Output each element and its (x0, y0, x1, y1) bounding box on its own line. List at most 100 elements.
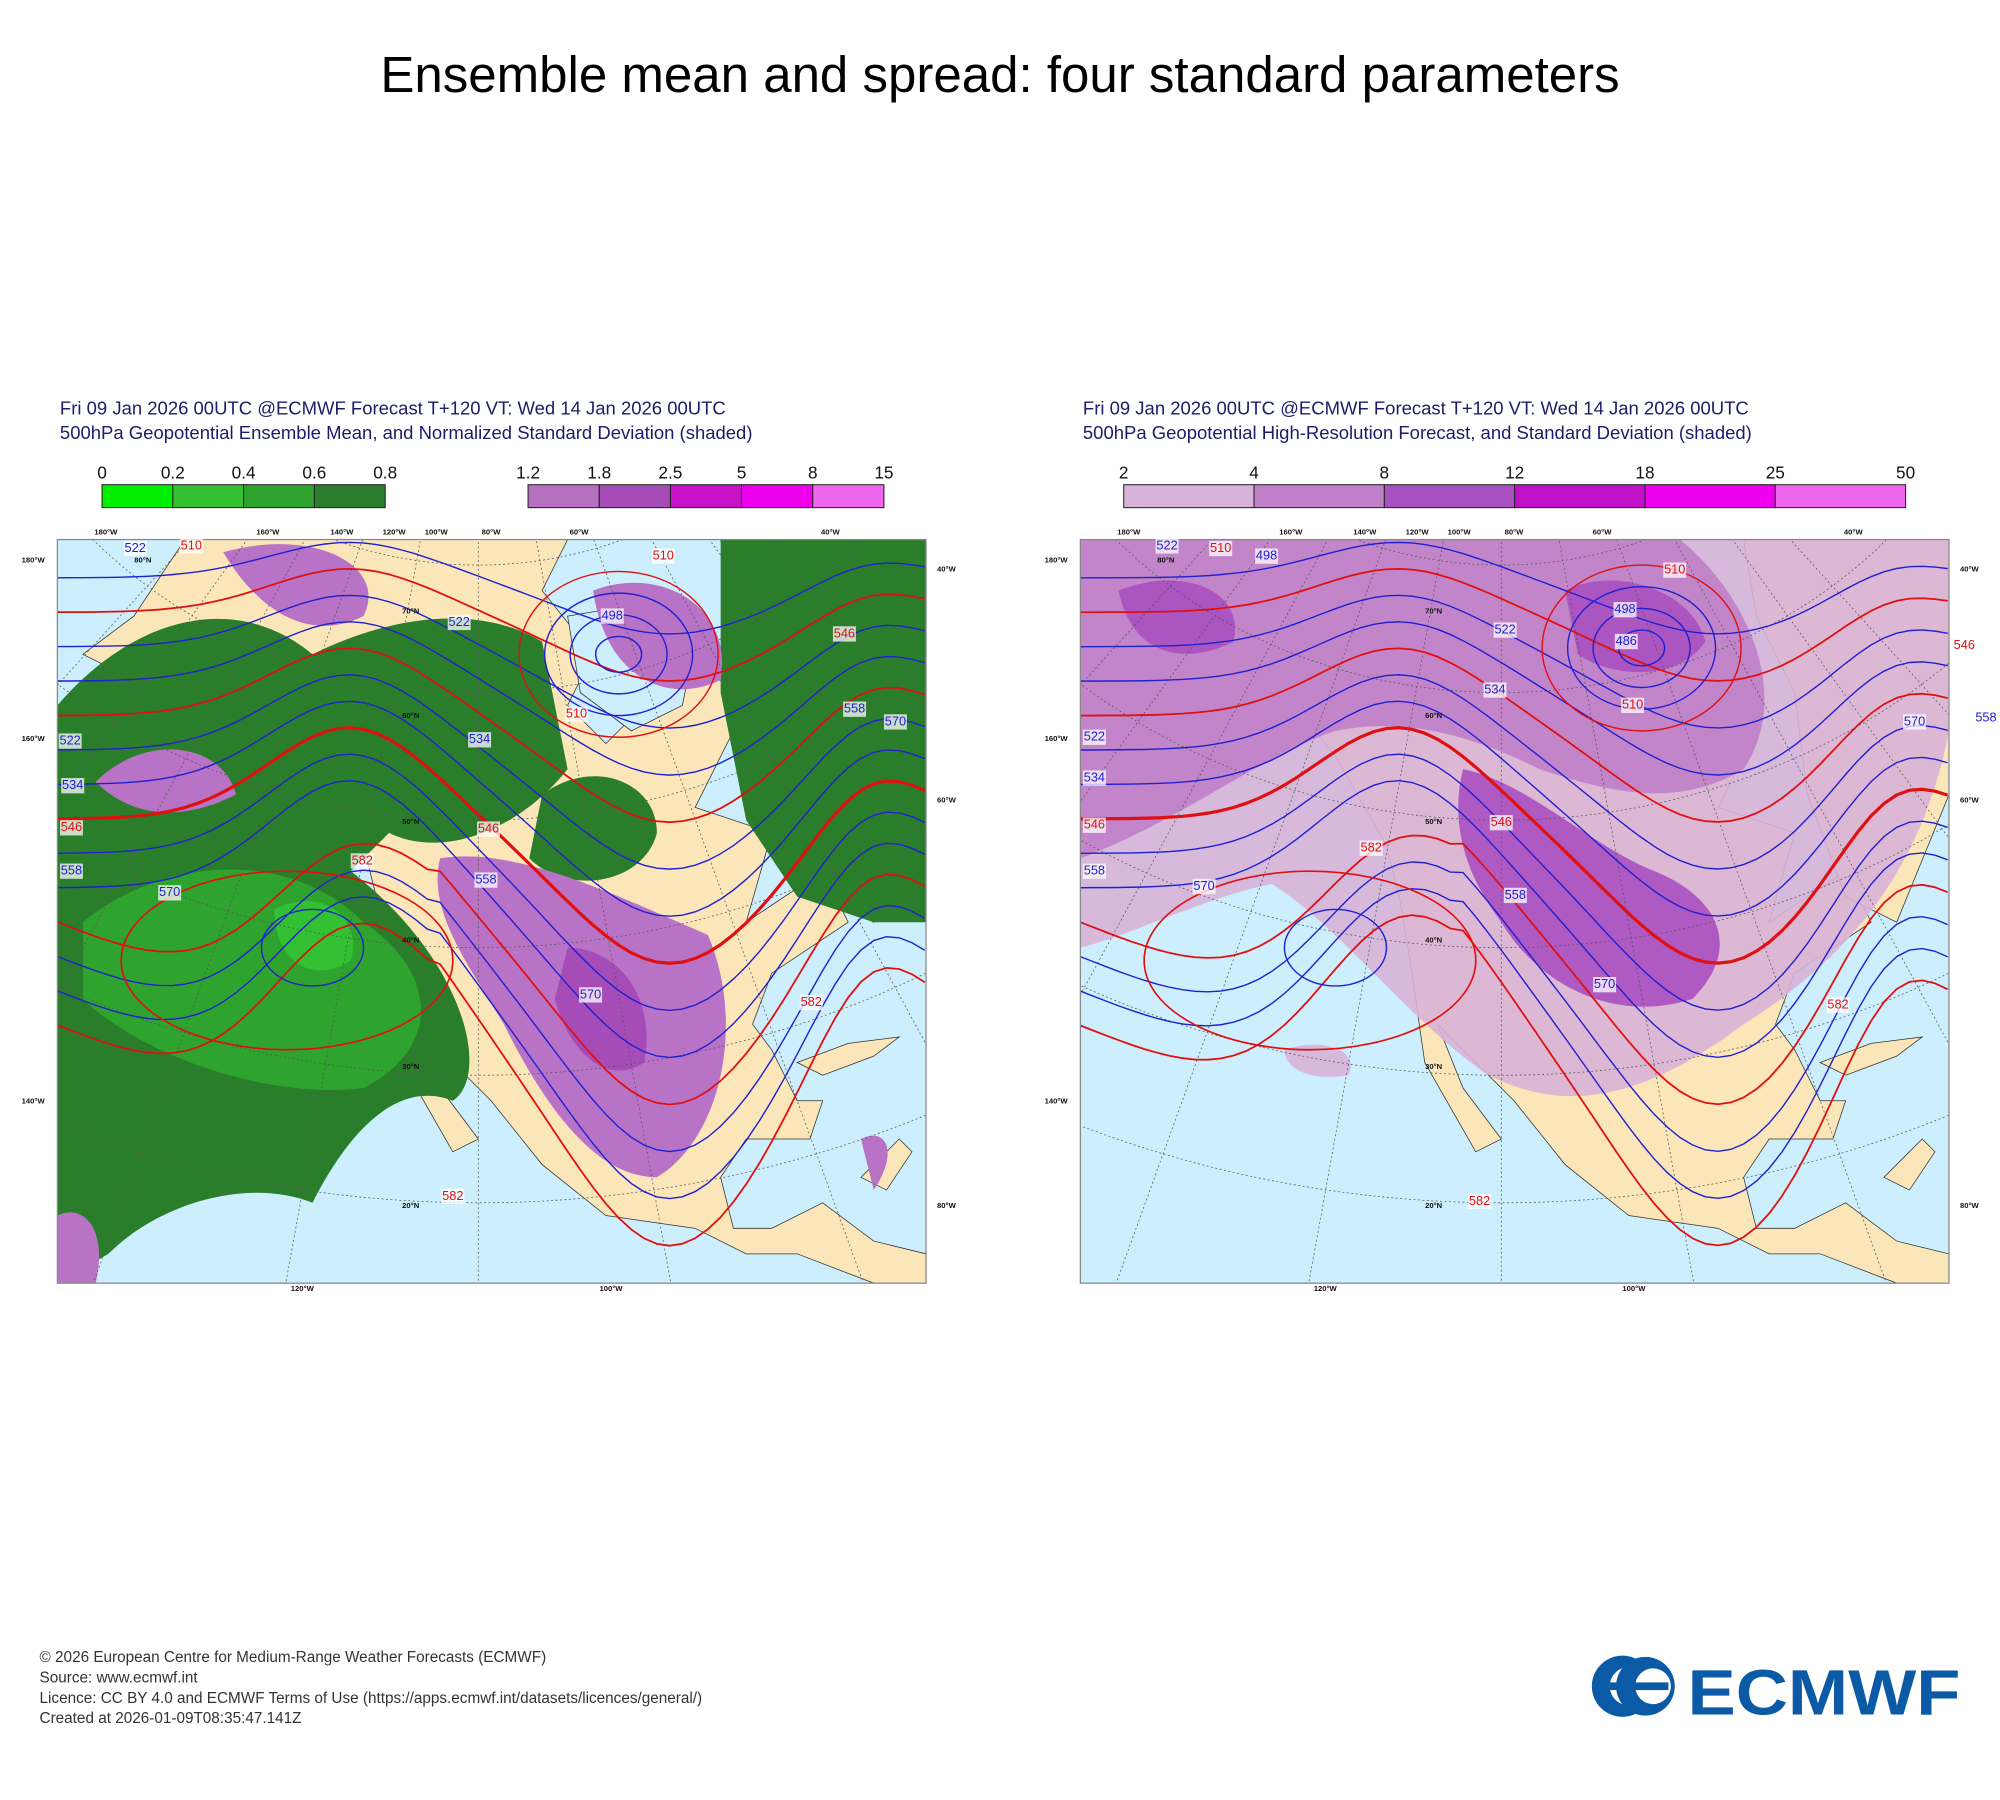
contour (1541, 564, 1742, 732)
footer-line: Source: www.ecmwf.int (40, 1669, 199, 1686)
contour (57, 896, 926, 1200)
graticule-label: 40°W (821, 527, 841, 536)
graticule-label: 180°W (94, 527, 118, 536)
graticule-label: 100°W (425, 527, 449, 536)
contour (518, 570, 719, 738)
map-frame (56, 538, 927, 1284)
legend-swatch (527, 484, 600, 509)
legend-swatch (1644, 484, 1776, 509)
contour (1080, 780, 1948, 1058)
legend-tick-label: 0 (97, 462, 107, 482)
contour-label: 546 (61, 819, 82, 834)
contour-label: 558 (1505, 887, 1526, 902)
logo-mark (1609, 1682, 1669, 1691)
legend-tick-label: 2.5 (658, 462, 682, 482)
panels: Fri 09 Jan 2026 00UTC @ECMWF Forecast T+… (22, 398, 1998, 1293)
contour-label-bg (1493, 622, 1517, 638)
contour-label: 522 (1156, 537, 1177, 552)
graticule-label: 160°W (1279, 527, 1303, 536)
graticule-label: 60°N (402, 711, 419, 720)
legend-tick-label: 0.8 (373, 462, 397, 482)
contour-label-bg (1082, 729, 1106, 745)
map-frame (1079, 538, 1950, 1284)
contour (57, 541, 925, 635)
graticule-label: 40°W (1960, 564, 1980, 573)
legend-tick-label: 25 (1766, 462, 1785, 482)
graticule (1558, 539, 1695, 1284)
graticule-label: 50°N (402, 817, 419, 826)
contour (57, 594, 925, 729)
contour-label-bg (843, 701, 867, 717)
graticule-label: 60°W (570, 527, 590, 536)
legend-tick-label: 2 (1119, 462, 1129, 482)
contour (1080, 914, 1949, 1247)
panel-header: 500hPa Geopotential Ensemble Mean, and N… (60, 422, 753, 443)
graticule-label: 20°N (1425, 1201, 1442, 1210)
contour (57, 922, 926, 1247)
legend-tick-label: 4 (1249, 462, 1259, 482)
contour-label: 582 (1361, 840, 1382, 855)
contour-label: 546 (1954, 637, 1975, 652)
contour (260, 908, 365, 987)
contour-label: 510 (181, 537, 202, 552)
legend-tick-label: 8 (1380, 462, 1390, 482)
contour (543, 592, 694, 717)
contour-label: 582 (1469, 1193, 1490, 1208)
contour-label-bg (1255, 548, 1279, 564)
contour-label: 570 (1904, 713, 1925, 728)
contour-label-bg (61, 778, 85, 794)
graticule-label: 80°W (482, 527, 502, 536)
contour-label: 546 (1084, 817, 1105, 832)
graticule-label: 100°W (1448, 527, 1472, 536)
graticule-label: 140°W (22, 1096, 46, 1105)
graticule-label: 80°N (1157, 556, 1174, 565)
graticule-label: 60°W (937, 795, 957, 804)
contour (57, 780, 926, 1059)
contour-label: 558 (475, 871, 496, 886)
contour-label-bg (1903, 714, 1927, 730)
contour-label: 558 (844, 701, 865, 716)
legend-swatch (1253, 484, 1385, 509)
contour-label-bg (883, 714, 907, 730)
contour (57, 869, 926, 1153)
graticule (1080, 823, 1949, 948)
contour-label-bg (1613, 602, 1637, 618)
contour-label: 510 (1210, 540, 1231, 555)
contour-label-bg (158, 885, 182, 901)
contour-label-bg (565, 706, 589, 722)
contour-label: 582 (352, 852, 373, 867)
contour (1080, 621, 1948, 776)
contour (57, 842, 926, 1106)
legend-tick-label: 0.6 (302, 462, 326, 482)
map (56, 538, 927, 1284)
contour-label: 498 (602, 607, 623, 622)
graticule-label: 40°N (1425, 936, 1442, 945)
contour-label: 570 (885, 713, 906, 728)
graticule-label: 80°N (134, 556, 151, 565)
legend-swatch (313, 484, 386, 509)
graticule-label: 60°N (1425, 711, 1442, 720)
map-content (1080, 539, 1949, 1284)
contour-label-bg (1483, 682, 1507, 698)
legend-swatch (741, 484, 814, 509)
contour-label-bg (1082, 770, 1106, 786)
contour (1080, 861, 1948, 1152)
contour-label: 582 (442, 1188, 463, 1203)
graticule-label: 160°W (256, 527, 280, 536)
logo-text: ECMWF (1688, 1656, 1961, 1728)
contour-label-bg (579, 987, 603, 1003)
footer-line: Created at 2026-01-09T08:35:47.141Z (40, 1710, 302, 1727)
panel-header: Fri 09 Jan 2026 00UTC @ECMWF Forecast T+… (1083, 398, 1749, 419)
graticule-label: 60°W (1960, 795, 1980, 804)
contour-label-bg (477, 821, 500, 837)
graticule-label: 120°W (383, 527, 407, 536)
graticule-label: 100°W (599, 1284, 623, 1293)
legend-tick-label: 1.2 (516, 462, 540, 482)
contour-label: 570 (159, 884, 180, 899)
legend-tick-label: 50 (1896, 462, 1915, 482)
legend-swatch (1383, 484, 1516, 509)
legend-swatch (1123, 484, 1255, 509)
contour-label: 522 (60, 732, 81, 747)
graticule-label: 120°W (291, 1284, 315, 1293)
